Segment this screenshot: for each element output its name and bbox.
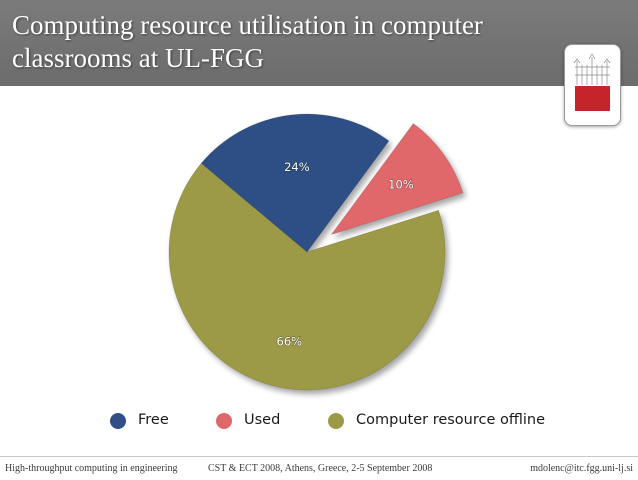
title-bar: Computing resource utilisation in comput…	[0, 0, 638, 86]
pie-slice-offline	[168, 162, 446, 391]
pie-slice-free	[200, 113, 390, 253]
pie-chart: 24% 10% 66%	[168, 113, 464, 391]
university-logo	[564, 44, 621, 126]
footer-email: mdolenc@itc.fgg.uni-lj.si	[530, 463, 633, 474]
pie-label-free: 24%	[284, 160, 310, 174]
legend-label-free: Free	[138, 412, 169, 428]
legend-swatch-free	[110, 413, 126, 429]
legend-label-used: Used	[244, 412, 281, 428]
university-building-logo-icon	[573, 53, 611, 111]
chart-legend: Free Used Computer resource offline	[0, 408, 638, 434]
slide-footer: High-throughput computing in engineering…	[0, 456, 638, 480]
legend-swatch-used	[216, 413, 232, 429]
footer-event: CST & ECT 2008, Athens, Greece, 2-5 Sept…	[208, 463, 433, 474]
slide-title: Computing resource utilisation in comput…	[12, 10, 483, 73]
pie-label-used: 10%	[388, 178, 414, 192]
pie-slice-used	[330, 122, 464, 236]
footer-course: High-throughput computing in engineering	[5, 463, 178, 474]
pie-label-offline: 66%	[277, 334, 303, 348]
legend-swatch-offline	[328, 413, 344, 429]
legend-label-offline: Computer resource offline	[356, 412, 546, 428]
